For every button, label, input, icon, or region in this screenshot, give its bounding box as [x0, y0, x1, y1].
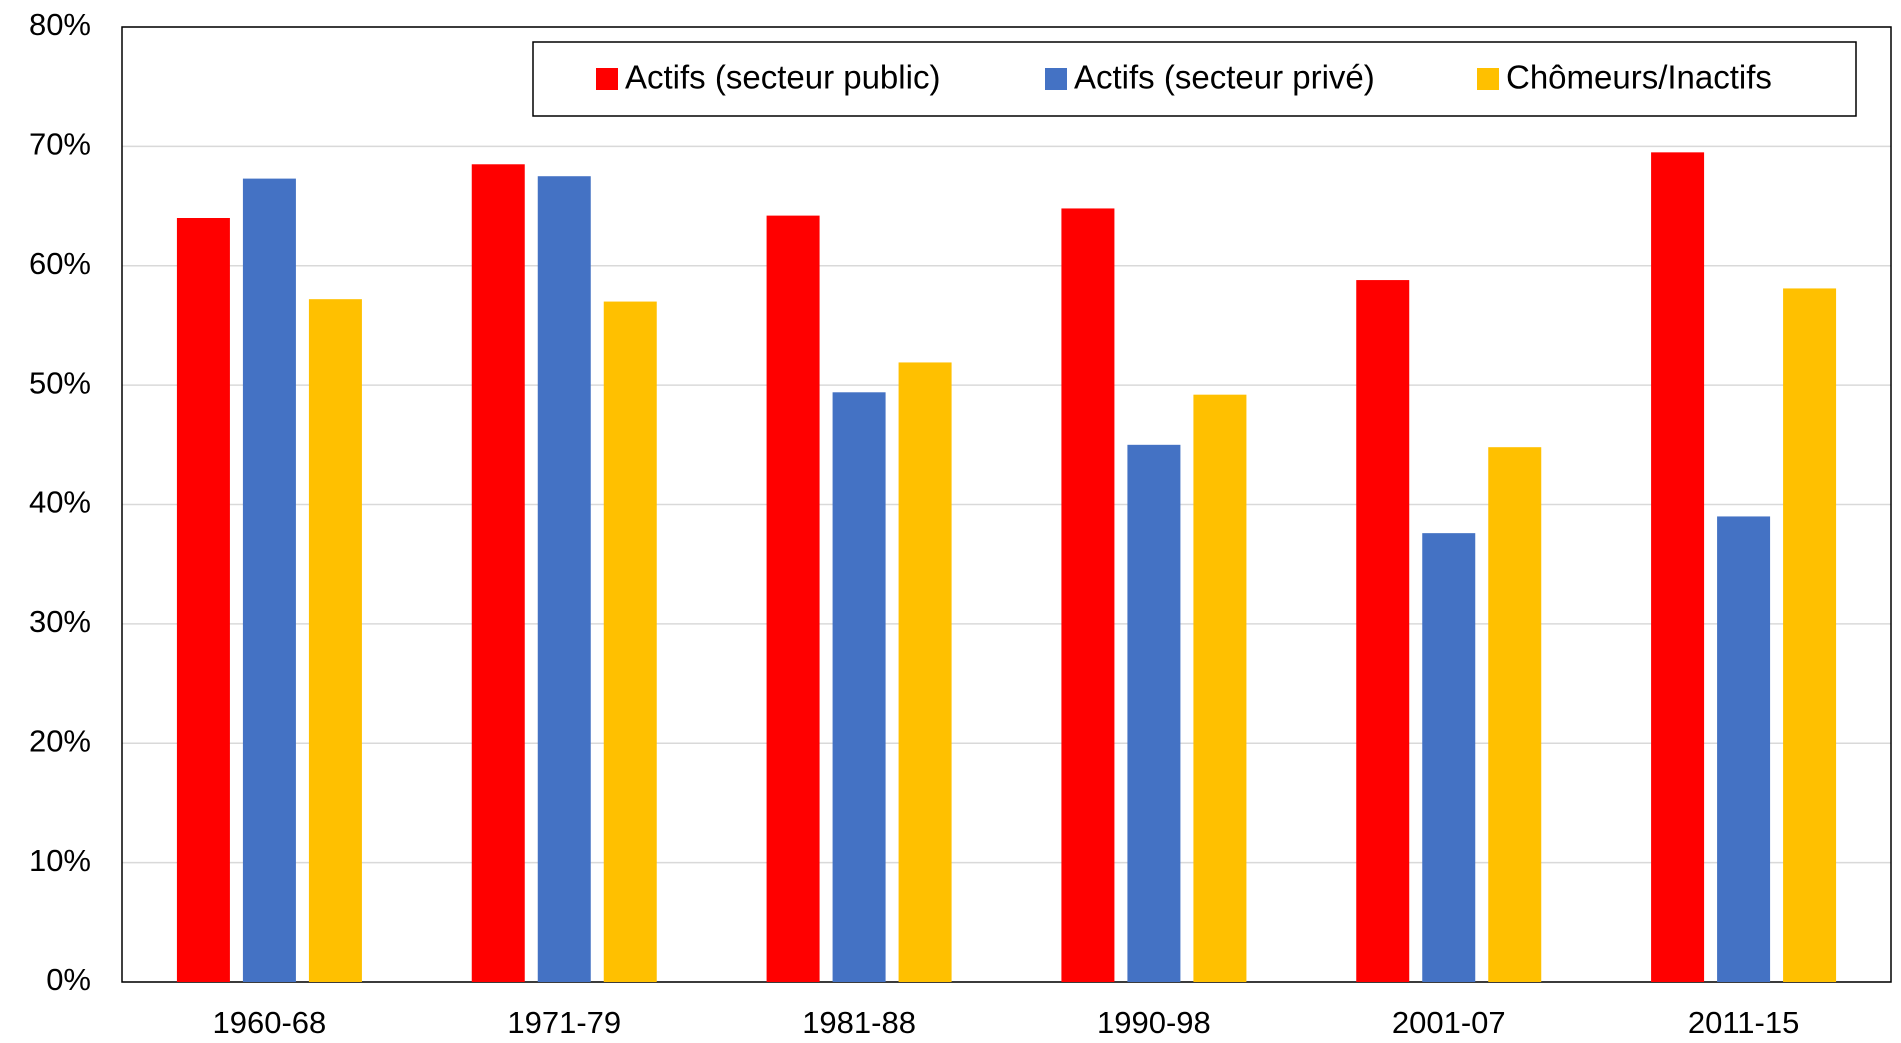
y-tick-label: 30% [29, 604, 91, 639]
bar [1717, 516, 1771, 982]
x-tick-label: 1971-79 [507, 1005, 621, 1040]
plot-border [121, 26, 1892, 983]
y-tick-label: 40% [29, 485, 91, 520]
bar [537, 176, 591, 982]
y-tick-label: 60% [29, 246, 91, 281]
x-tick-label: 2011-15 [1688, 1005, 1799, 1040]
bar [1356, 280, 1410, 982]
bar [832, 392, 886, 983]
x-tick-label: 1981-88 [802, 1005, 916, 1040]
x-tick-label: 1960-68 [213, 1005, 327, 1040]
legend-swatch [596, 68, 618, 90]
legend-swatch [1477, 68, 1499, 90]
bar [1783, 288, 1837, 982]
legend-swatch [1045, 68, 1067, 90]
y-tick-label: 50% [29, 365, 91, 400]
bar [471, 164, 525, 982]
y-tick-label: 10% [29, 843, 91, 878]
bar [603, 301, 657, 982]
bar [242, 178, 296, 982]
legend-label: Actifs (secteur public) [625, 59, 940, 96]
legend-box [532, 41, 1857, 117]
bar [1193, 394, 1247, 982]
legend-label: Actifs (secteur privé) [1074, 59, 1375, 96]
bar [1422, 533, 1476, 982]
bar [898, 362, 952, 983]
bar [1651, 152, 1705, 982]
bar [766, 215, 820, 983]
y-tick-label: 70% [29, 127, 91, 162]
x-tick-label: 1990-98 [1097, 1005, 1211, 1040]
bar [176, 218, 230, 982]
y-tick-label: 80% [29, 7, 91, 42]
bar [308, 299, 362, 982]
bar [1488, 447, 1542, 982]
legend-label: Chômeurs/Inactifs [1506, 59, 1772, 96]
y-tick-label: 20% [29, 723, 91, 758]
bar [1061, 208, 1115, 982]
y-tick-label: 0% [46, 962, 91, 997]
bar [1127, 444, 1181, 982]
x-tick-label: 2001-07 [1392, 1005, 1506, 1040]
